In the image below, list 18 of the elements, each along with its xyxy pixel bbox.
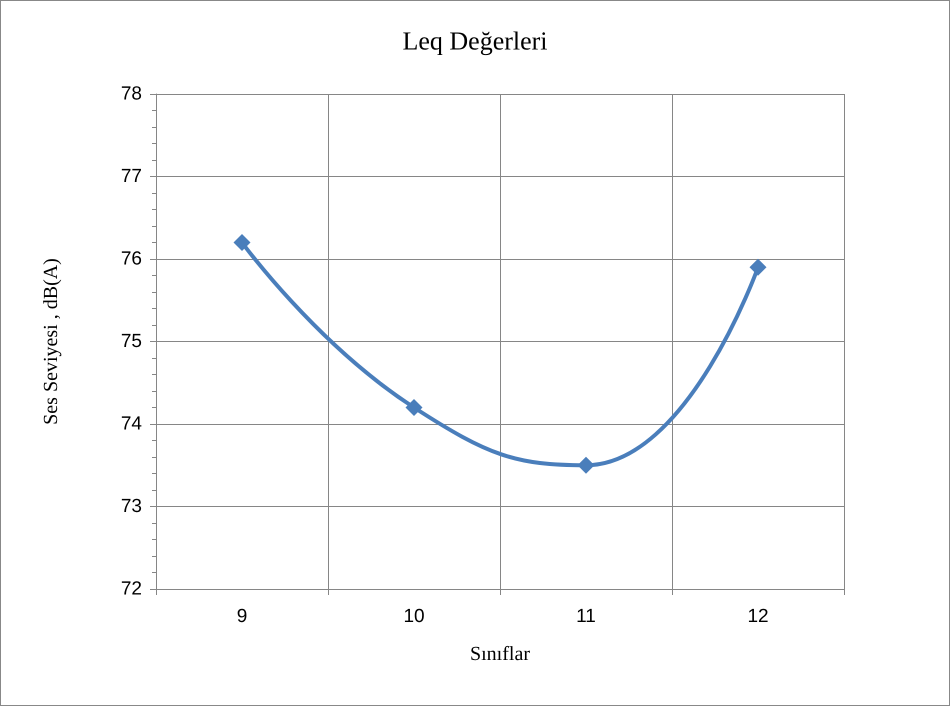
y-tick-label: 78 [120, 84, 142, 104]
x-axis-title: Sınıflar [470, 643, 530, 665]
x-tick-label: 11 [576, 606, 596, 627]
y-tick-label: 73 [120, 496, 142, 517]
y-tick-label: 74 [120, 414, 142, 434]
y-tick-label: 77 [120, 166, 142, 187]
y-tick-label: 75 [120, 331, 142, 352]
x-tick-label: 9 [236, 606, 248, 627]
point [750, 258, 766, 276]
point [234, 234, 250, 251]
x-tick-label: 10 [403, 606, 425, 627]
x-tick-label: 12 [747, 606, 769, 627]
point [406, 399, 422, 416]
y-tick-label: 72 [120, 578, 142, 600]
y-axis-title: Ses Seviyesi , dB(A) [40, 258, 62, 425]
point [578, 456, 594, 474]
chart-title: Leq Değerleri [402, 26, 548, 56]
y-tick-label: 76 [120, 248, 142, 270]
